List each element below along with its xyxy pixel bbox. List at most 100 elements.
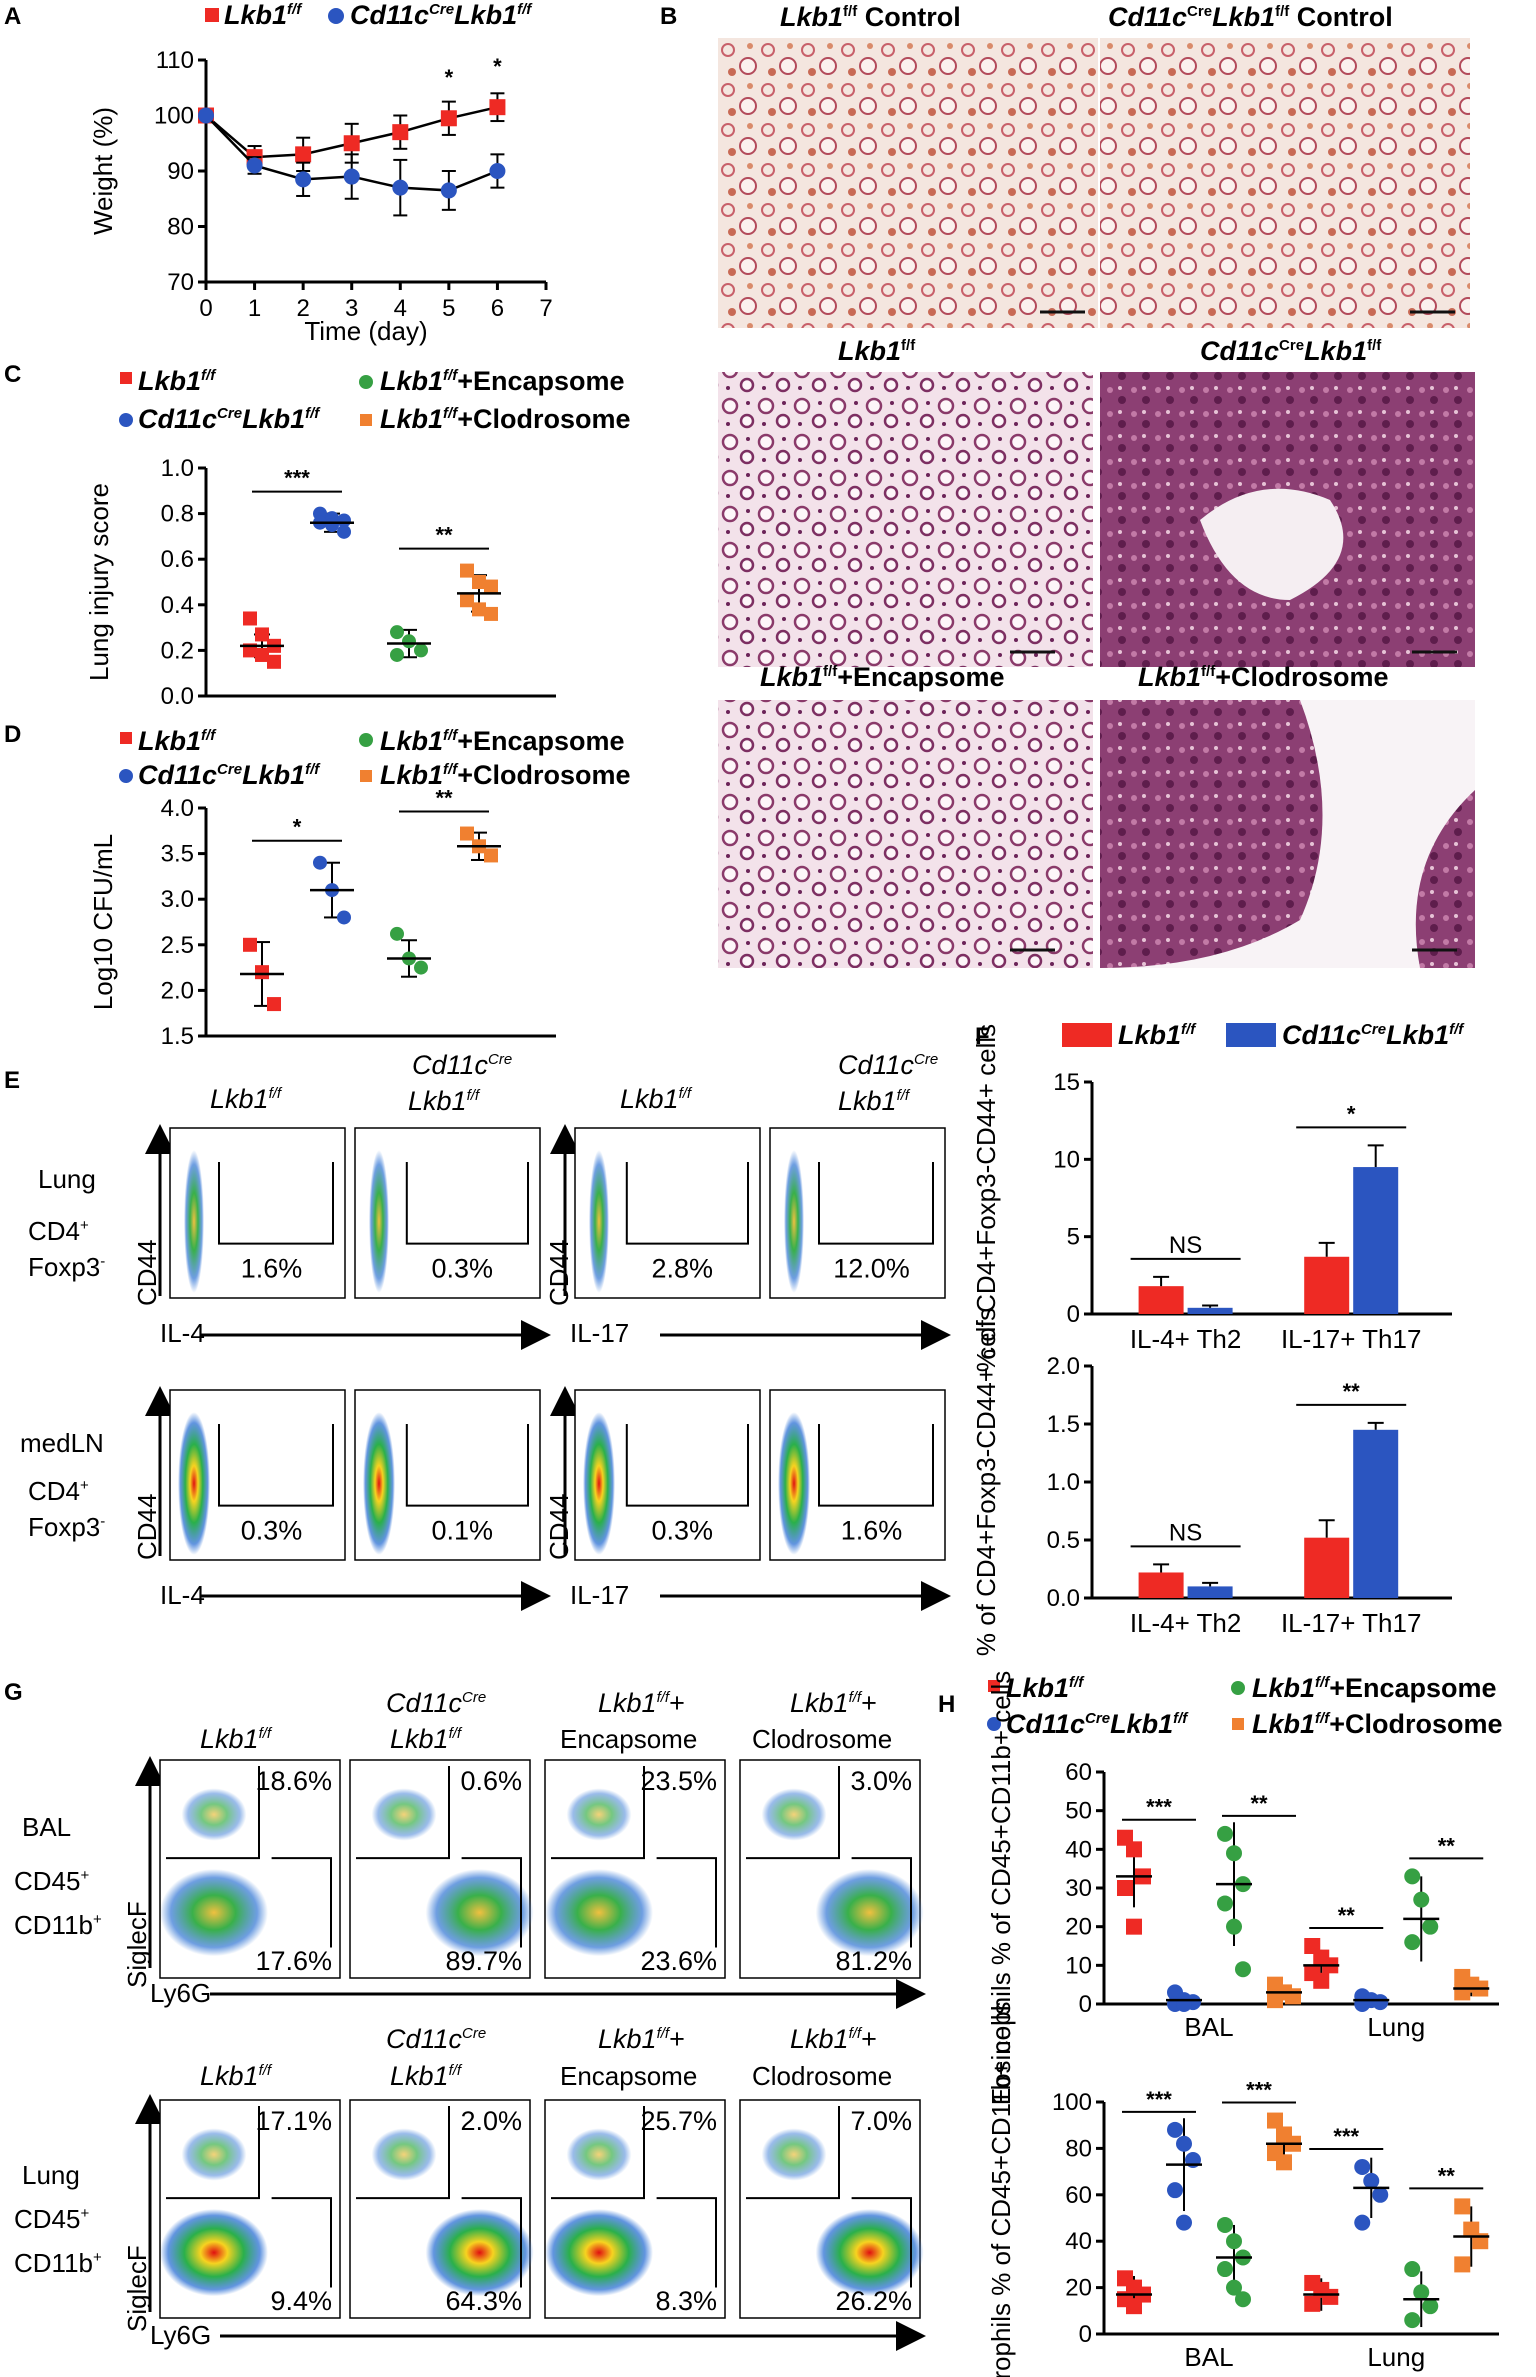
gate-percentage-top: 0.6% xyxy=(460,1766,522,1796)
y-tick-label: 110 xyxy=(156,47,194,74)
y-tick-label: 40 xyxy=(1065,1836,1092,1863)
panel-b: B Lkb1f/f Control Cd11cCreLkb1f/f Contro… xyxy=(660,2,1475,968)
data-point xyxy=(1126,1918,1142,1935)
data-point xyxy=(460,593,474,608)
gate-percentage: 1.6% xyxy=(841,1516,903,1546)
flow-g-xaxis-label: Ly6G xyxy=(150,2320,211,2350)
gate-percentage: 12.0% xyxy=(833,1254,910,1284)
data-point xyxy=(460,563,474,578)
flow-e-row2-label: medLN xyxy=(20,1428,104,1458)
data-point xyxy=(1454,2256,1471,2273)
flow-e-col1-title: Lkb1f/f xyxy=(210,1084,283,1114)
flow-e-yaxis-label: CD44 xyxy=(132,1494,162,1560)
data-point xyxy=(1167,2182,1183,2199)
cell-population xyxy=(761,1788,827,1841)
data-point xyxy=(295,171,312,188)
category-label: IL-4+ Th2 xyxy=(1130,1608,1242,1638)
svg-text:Lkb1f/f+Encapsome: Lkb1f/f+Encapsome xyxy=(760,662,1005,692)
gate xyxy=(818,1424,934,1507)
data-point xyxy=(1404,1868,1421,1885)
bar xyxy=(1353,1167,1399,1314)
legend-a-lkb1-marker xyxy=(205,8,219,22)
gate-neutrophil xyxy=(271,2197,332,2288)
data-point xyxy=(1413,1891,1430,1908)
histology-title-6: Lkb1f/f+Clodrosome xyxy=(1138,662,1389,692)
category-label: Lung xyxy=(1367,2012,1425,2042)
legend-c-cre-label: Cd11cCreLkb1f/f xyxy=(138,404,321,434)
flow-g-xaxis-label: Ly6G xyxy=(150,1978,211,2008)
significance-mark: ** xyxy=(435,786,453,811)
cell-population xyxy=(160,1869,268,1957)
legend-d-lkb1-marker xyxy=(120,732,132,744)
gate-eosinophil xyxy=(356,2106,450,2200)
data-point xyxy=(392,179,409,196)
flow-g-row1-label: BAL xyxy=(22,1812,71,1842)
gate-percentage: 0.3% xyxy=(652,1516,714,1546)
x-tick-label: 4 xyxy=(394,295,407,322)
data-point xyxy=(1454,2198,1471,2215)
significance-mark: * xyxy=(1347,1101,1356,1126)
legend-d-enc-label: Lkb1f/f+Encapsome xyxy=(380,726,625,756)
legend-h-lkb1-label: Lkb1f/f xyxy=(1006,1673,1085,1703)
y-tick-label: 3.0 xyxy=(161,886,194,913)
gate-percentage: 2.8% xyxy=(652,1254,714,1284)
significance-mark: ** xyxy=(1438,2163,1456,2188)
significance-mark: ** xyxy=(1438,1833,1456,1858)
data-point xyxy=(1322,2288,1339,2305)
neutrophil-chart: 0 20 40 60 80 100 Neutrophils % of CD45+CD11b+… xyxy=(986,2001,1499,2377)
data-point xyxy=(390,625,404,640)
histology-title-5: Lkb1f/f+Encapsome xyxy=(760,662,1005,692)
legend-f-cre-label: Cd11cCreLkb1f/f xyxy=(1282,1020,1465,1050)
flow-g-col2-title: Cd11cCre xyxy=(386,1688,486,1718)
legend-h-cre-marker xyxy=(987,1717,1001,1731)
flow-e-row2-cd4: CD4+ xyxy=(28,1476,89,1506)
data-point xyxy=(1267,2112,1283,2129)
y-tick-label: 1.0 xyxy=(161,455,194,482)
gate-percentage-bottom: 89.7% xyxy=(445,1946,522,1976)
gate-percentage-bottom: 26.2% xyxy=(835,2286,912,2316)
data-point xyxy=(1354,2158,1371,2175)
cell-population xyxy=(371,1788,437,1841)
histology-title-2: Cd11cCreLkb1f/f Control xyxy=(1108,2,1393,32)
y-tick-label: 0 xyxy=(1067,1301,1080,1328)
legend-c-cre-marker xyxy=(119,413,133,427)
gate-neutrophil xyxy=(656,2197,717,2288)
panel-label-c: C xyxy=(4,361,21,388)
svg-text:Lkb1f/f+Clodrosome: Lkb1f/f+Clodrosome xyxy=(1138,662,1389,692)
svg-text:Lkb1f/f: Lkb1f/f xyxy=(838,336,916,366)
gate-neutrophil xyxy=(851,1857,912,1948)
panel-a: A Lkb1f/f Cd11cCreLkb1f/f 708090100110We… xyxy=(4,0,553,346)
data-point xyxy=(1276,2154,1292,2171)
data-point xyxy=(1372,2186,1389,2203)
cell-population xyxy=(181,2128,247,2181)
airway-lumen xyxy=(1200,488,1344,600)
data-point xyxy=(337,524,351,539)
gate xyxy=(218,1424,334,1507)
legend-c-lkb1-label: Lkb1f/f xyxy=(138,366,217,396)
legend-h-enc-marker xyxy=(1231,1681,1245,1695)
significance-mark: NS xyxy=(1169,1232,1202,1259)
data-point xyxy=(267,997,281,1012)
flow-g-row2-label: Lung xyxy=(22,2160,80,2190)
data-point xyxy=(343,168,360,185)
legend-c-clod-marker xyxy=(360,414,372,426)
data-point xyxy=(1413,2284,1430,2301)
data-point xyxy=(1422,1918,1439,1935)
y-tick-label: 5 xyxy=(1067,1224,1080,1251)
panel-label-b: B xyxy=(660,3,677,30)
gate-eosinophil xyxy=(746,1766,840,1860)
data-point xyxy=(1176,2135,1192,2152)
significance-mark: *** xyxy=(1146,1795,1172,1820)
panel-label-e: E xyxy=(4,1067,20,1094)
histology-image-control-lkb1 xyxy=(718,38,1098,328)
data-point xyxy=(1126,1841,1142,1858)
histology-title-4: Cd11cCreLkb1f/f xyxy=(1200,336,1382,366)
cell-population xyxy=(784,1150,804,1293)
legend-h-clod-marker xyxy=(1232,1718,1244,1730)
data-point xyxy=(1217,2216,1233,2233)
bar xyxy=(1353,1429,1399,1598)
legend-c: Lkb1f/f Cd11cCreLkb1f/f Lkb1f/f+Encapsom… xyxy=(119,366,631,434)
significance-mark: * xyxy=(293,815,302,840)
flow-g-col2-title: Cd11cCre xyxy=(386,2024,486,2054)
